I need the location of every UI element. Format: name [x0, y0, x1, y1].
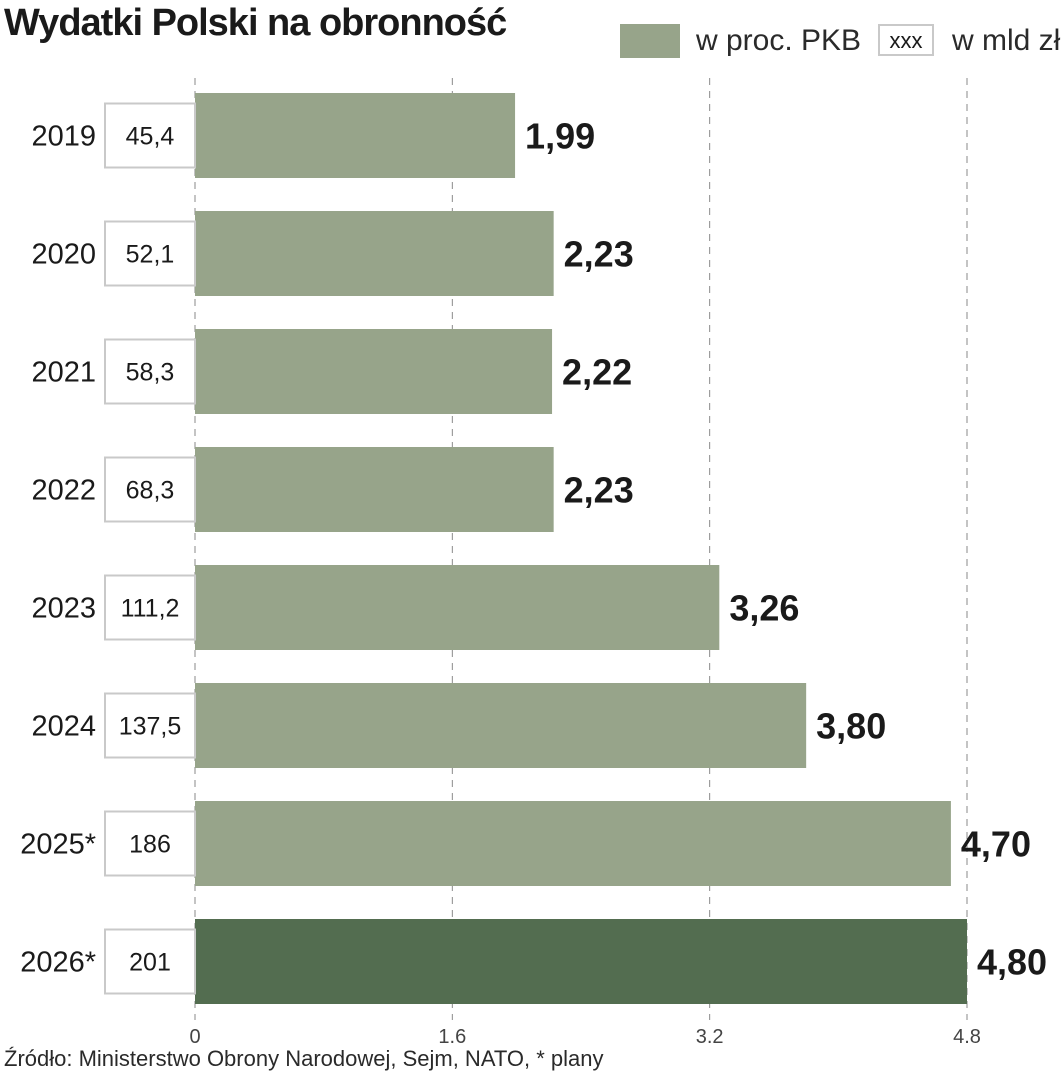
bar — [195, 565, 720, 650]
mld-value-box — [104, 338, 196, 405]
mld-value-label: 58,3 — [126, 359, 175, 387]
legend-box-mld: xxx — [878, 24, 934, 56]
bar-value-label: 2,23 — [564, 234, 634, 275]
year-label: 2021 — [31, 357, 96, 389]
bar — [195, 447, 554, 532]
mld-value-box — [104, 692, 196, 759]
mld-value-label: 52,1 — [126, 241, 175, 269]
legend-label-mld: w mld zł — [952, 24, 1061, 57]
bar-value-label: 1,99 — [525, 116, 595, 157]
year-label: 2020 — [31, 239, 96, 271]
bar — [195, 801, 951, 886]
year-label: 2026* — [20, 947, 96, 979]
x-tick-label: 4.8 — [953, 1026, 981, 1048]
year-label: 2022 — [31, 475, 96, 507]
mld-value-box — [104, 810, 196, 877]
mld-value-box — [104, 574, 196, 641]
mld-value-box — [104, 456, 196, 523]
year-label: 2019 — [31, 121, 96, 153]
mld-value-label: 111,2 — [121, 595, 180, 623]
mld-value-label: 186 — [129, 831, 171, 859]
x-tick-label: 3.2 — [696, 1026, 724, 1048]
year-label: 2023 — [31, 593, 96, 625]
mld-value-label: 137,5 — [119, 713, 182, 741]
bar-value-label: 3,26 — [729, 588, 799, 629]
bar — [195, 683, 807, 768]
mld-value-box — [104, 102, 196, 169]
bar-value-label: 3,80 — [816, 706, 886, 747]
bar-value-label: 4,70 — [961, 824, 1031, 865]
bar-value-label: 2,22 — [562, 352, 632, 393]
year-label: 2025* — [20, 829, 96, 861]
legend-swatch-pkb — [620, 24, 680, 58]
mld-value-label: 201 — [129, 949, 171, 977]
bar — [195, 919, 967, 1004]
mld-value-box — [104, 928, 196, 995]
x-tick-label: 1.6 — [438, 1026, 466, 1048]
mld-value-label: 45,4 — [126, 123, 175, 151]
bar-value-label: 4,80 — [977, 942, 1047, 983]
bar — [195, 329, 553, 414]
legend-label-pkb: w proc. PKB — [696, 24, 862, 57]
bar — [195, 93, 516, 178]
year-label: 2024 — [31, 711, 96, 743]
source-note: Źródło: Ministerstwo Obrony Narodowej, S… — [4, 1046, 604, 1071]
bar — [195, 211, 554, 296]
mld-value-label: 68,3 — [126, 477, 175, 505]
mld-value-box — [104, 220, 196, 287]
bar-value-label: 2,23 — [564, 470, 634, 511]
chart-title: Wydatki Polski na obronność — [4, 2, 507, 44]
x-tick-label: 0 — [189, 1026, 200, 1048]
